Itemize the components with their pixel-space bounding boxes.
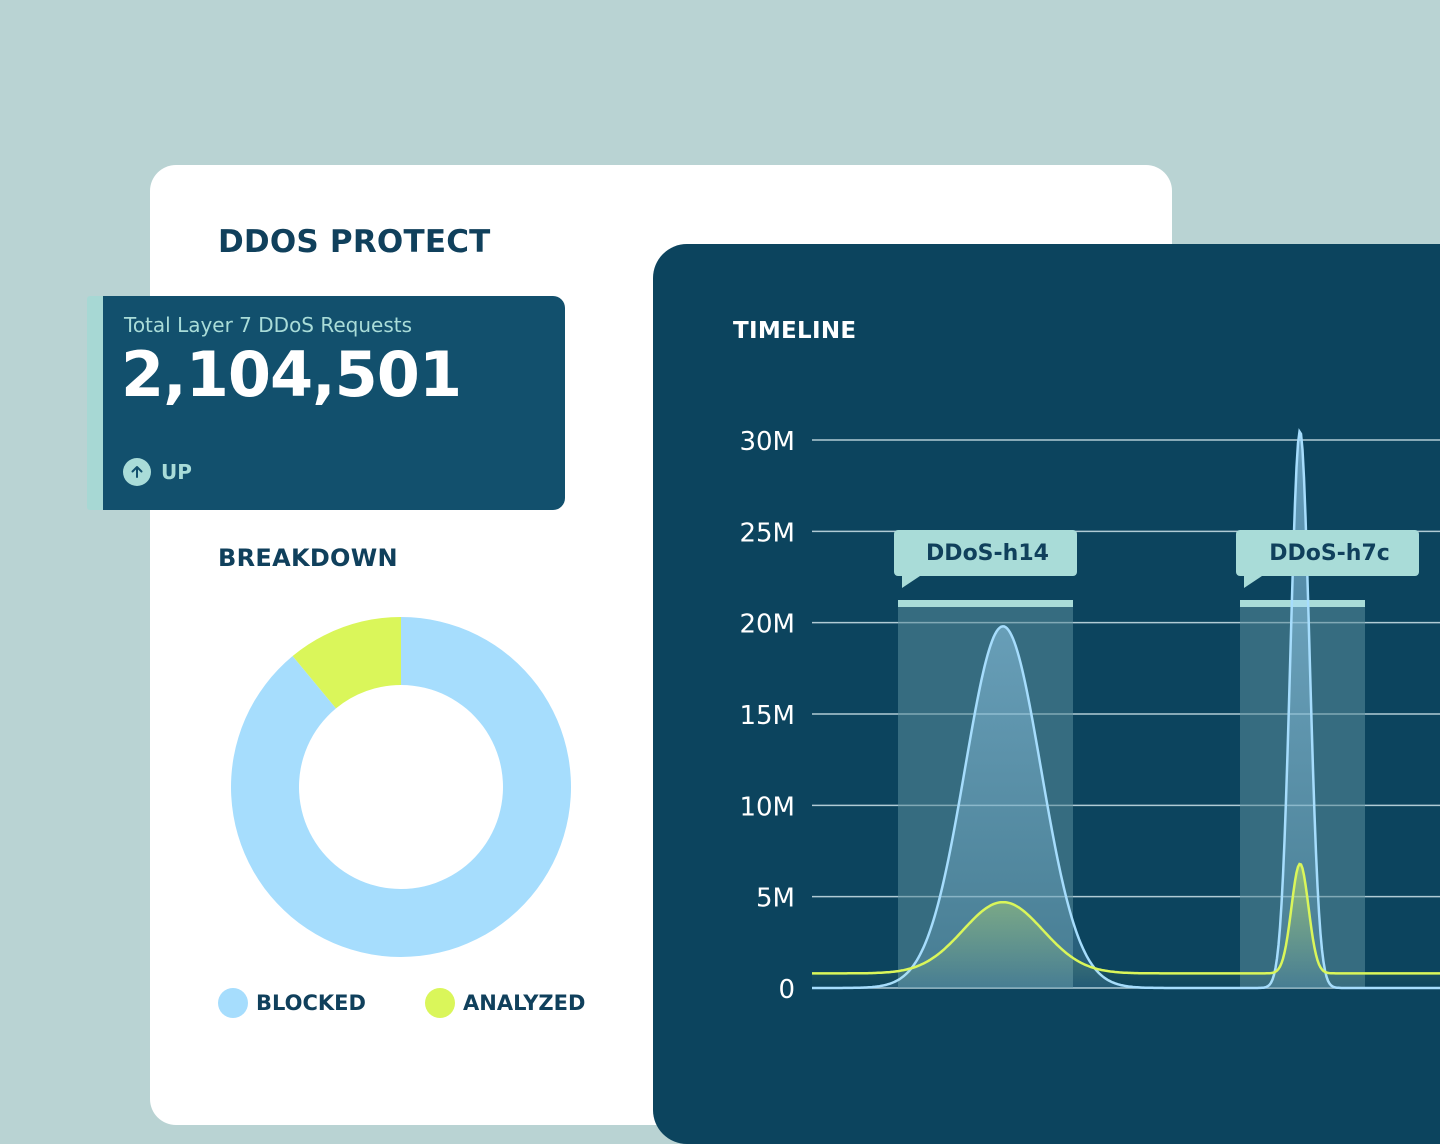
stat-value: 2,104,501 bbox=[121, 338, 462, 411]
legend-dot-blocked bbox=[218, 988, 248, 1018]
y-tick-label: 25M bbox=[739, 518, 795, 548]
legend-item-blocked: BLOCKED bbox=[218, 988, 366, 1018]
timeline-chart: 0 5M 10M 15M 20M 25M 30M DDoS-h14 DDoS-h7c bbox=[739, 427, 1440, 1005]
arrow-up-icon bbox=[123, 458, 151, 486]
trend-indicator: UP bbox=[123, 458, 192, 486]
timeline-panel: TIMELINE 0 5M 10M 15M 20M 25M 30M DDoS-h14 DDoS-… bbox=[653, 244, 1440, 1144]
legend-label-analyzed: ANALYZED bbox=[463, 991, 586, 1015]
analyzed-series-line bbox=[812, 862, 1440, 975]
breakdown-title: BREAKDOWN bbox=[218, 544, 398, 572]
stat-label: Total Layer 7 DDoS Requests bbox=[124, 313, 413, 337]
y-tick-label: 5M bbox=[756, 884, 795, 914]
legend-label-blocked: BLOCKED bbox=[256, 991, 366, 1015]
analyzed-series-area bbox=[812, 864, 1440, 988]
page-title: DDOS PROTECT bbox=[218, 224, 491, 260]
event-tag-ddos-h7c: DDoS-h7c bbox=[1236, 530, 1419, 588]
timeline-title: TIMELINE bbox=[733, 318, 857, 344]
legend-item-analyzed: ANALYZED bbox=[425, 988, 585, 1018]
trend-label: UP bbox=[161, 460, 192, 484]
blocked-series-area bbox=[812, 431, 1440, 988]
donut-slice-analyzed bbox=[292, 617, 401, 709]
breakdown-donut-chart bbox=[230, 617, 571, 957]
y-tick-label: 10M bbox=[739, 792, 795, 822]
y-tick-label: 30M bbox=[739, 427, 795, 457]
y-tick-label: 15M bbox=[739, 701, 795, 731]
event-tag-label: DDoS-h14 bbox=[926, 541, 1049, 566]
y-tick-label: 20M bbox=[739, 610, 795, 640]
event-tag-label: DDoS-h7c bbox=[1269, 541, 1390, 566]
total-requests-card: Total Layer 7 DDoS Requests 2,104,501 UP bbox=[103, 296, 565, 510]
event-window-bar bbox=[898, 600, 1073, 607]
y-tick-label: 0 bbox=[778, 975, 795, 1005]
legend-dot-analyzed bbox=[425, 988, 455, 1018]
event-tag-ddos-h14: DDoS-h14 bbox=[894, 530, 1077, 588]
donut-slice-blocked bbox=[230, 617, 571, 957]
